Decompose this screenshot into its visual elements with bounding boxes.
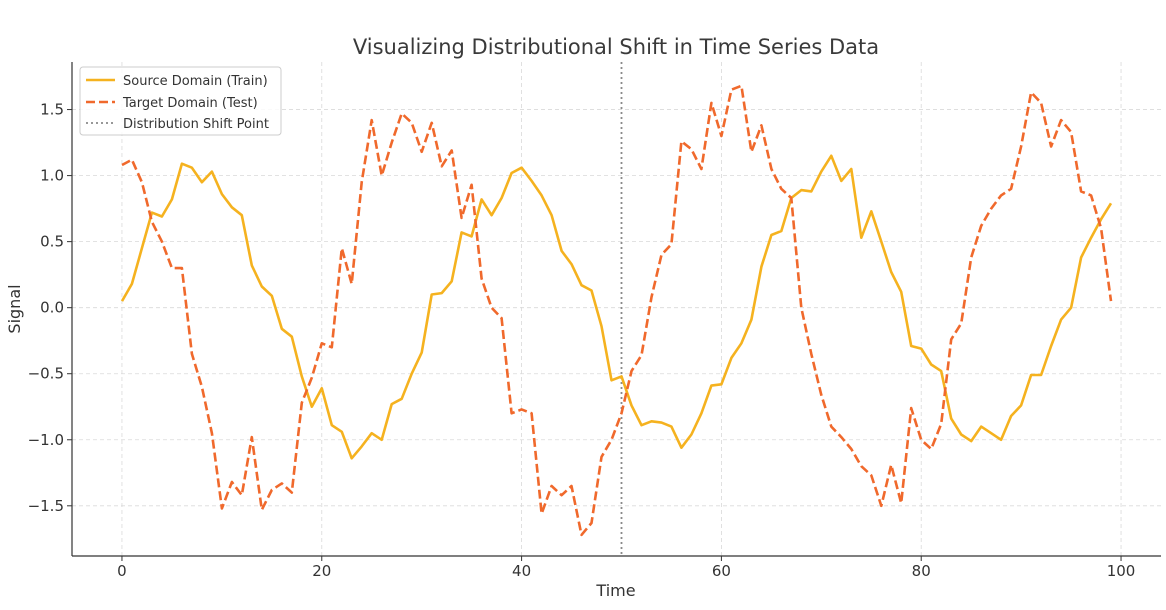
chart-title: Visualizing Distributional Shift in Time… bbox=[353, 35, 879, 59]
source-series-line bbox=[120, 154, 1113, 460]
axes bbox=[71, 62, 1161, 557]
y-tick-label: 0.5 bbox=[40, 233, 64, 251]
x-tick-label: 100 bbox=[1107, 562, 1136, 580]
x-axis-label: Time bbox=[595, 581, 635, 600]
x-tick-label: 60 bbox=[712, 562, 731, 580]
y-axis-label: Signal bbox=[5, 284, 24, 333]
legend-box bbox=[79, 66, 282, 136]
legend-label-source: Source Domain (Train) bbox=[123, 74, 268, 89]
y-ticks: −1.5 −1.0 −0.5 0.0 0.5 1.0 1.5 bbox=[28, 101, 72, 515]
grid-lines bbox=[72, 62, 1161, 556]
y-tick-label: −0.5 bbox=[28, 365, 64, 383]
x-ticks: 0 20 40 60 80 100 bbox=[117, 556, 1135, 580]
legend-label-target: Target Domain (Test) bbox=[122, 96, 258, 111]
x-tick-label: 20 bbox=[312, 562, 331, 580]
y-tick-label: 1.0 bbox=[40, 167, 64, 185]
target-series-line bbox=[121, 84, 1113, 537]
y-tick-label: 1.5 bbox=[40, 101, 64, 119]
y-tick-label: −1.5 bbox=[28, 497, 64, 515]
y-tick-label: −1.0 bbox=[28, 431, 64, 449]
series-layer bbox=[120, 84, 1113, 537]
y-tick-label: 0.0 bbox=[40, 299, 64, 317]
x-tick-label: 80 bbox=[912, 562, 931, 580]
legend-label-shift: Distribution Shift Point bbox=[123, 117, 269, 132]
x-tick-label: 40 bbox=[512, 562, 531, 580]
x-tick-label: 0 bbox=[117, 562, 127, 580]
legend: Source Domain (Train) Target Domain (Tes… bbox=[79, 66, 282, 136]
